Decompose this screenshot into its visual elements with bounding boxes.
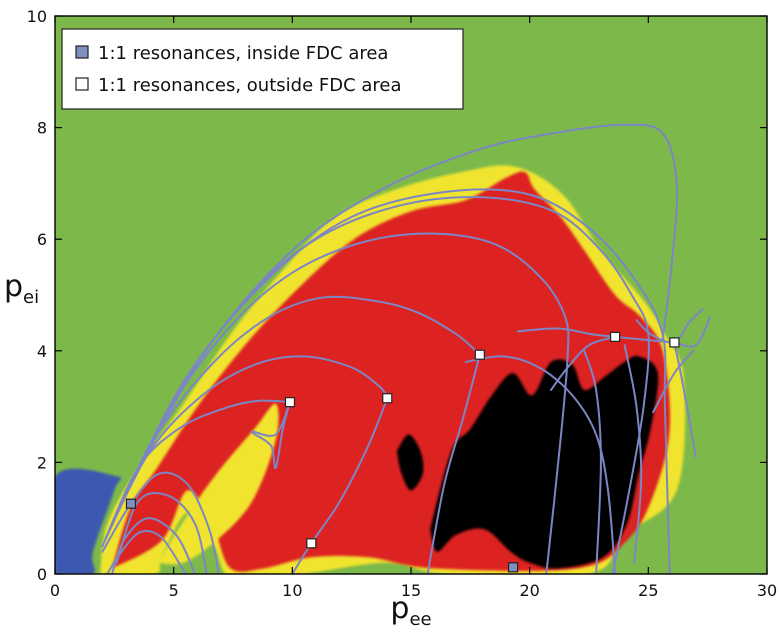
legend-marker-outside bbox=[75, 77, 89, 91]
legend-label-inside: 1:1 resonances, inside FDC area bbox=[98, 43, 388, 64]
resonance-curve-5 bbox=[250, 401, 291, 470]
y-axis-label-main: p bbox=[4, 269, 23, 304]
x-axis-label-main: p bbox=[390, 591, 409, 626]
x-tick-label-1: 5 bbox=[169, 581, 179, 600]
x-tick-label-4: 20 bbox=[519, 581, 539, 600]
resonance-curve-9 bbox=[426, 353, 481, 574]
resonance-curve-10 bbox=[108, 232, 570, 574]
resonance-curve-1 bbox=[111, 517, 196, 574]
x-tick-label-6: 30 bbox=[757, 581, 777, 600]
x-tick-label-2: 10 bbox=[282, 581, 302, 600]
y-axis-label-sub: ei bbox=[23, 287, 39, 308]
resonance-curve-16 bbox=[464, 355, 617, 574]
resonance-curve-2 bbox=[115, 492, 208, 574]
region-transition-4 bbox=[157, 403, 279, 565]
resonance-marker-outside-1 bbox=[382, 393, 393, 404]
resonance-marker-outside-0 bbox=[284, 397, 296, 408]
x-axis-label: pee bbox=[390, 591, 431, 630]
heatmap-regions bbox=[55, 16, 767, 574]
resonance-marker-outside-5 bbox=[669, 337, 680, 348]
y-tick-label-5: 10 bbox=[27, 7, 47, 26]
region-low_region-1 bbox=[55, 468, 122, 574]
legend-box bbox=[61, 28, 464, 110]
resonance-curve-21 bbox=[652, 349, 695, 414]
resonance-curve-7 bbox=[291, 397, 389, 574]
y-axis-label: pei bbox=[4, 269, 39, 308]
resonance-curve-22 bbox=[583, 349, 602, 574]
resonance-marker-inside-0 bbox=[125, 498, 137, 509]
x-tick-label-3: 15 bbox=[401, 581, 421, 600]
x-tick-label-5: 25 bbox=[638, 581, 658, 600]
y-tick-label-4: 8 bbox=[37, 119, 47, 138]
plot-area bbox=[55, 16, 767, 574]
resonance-curve-13 bbox=[115, 123, 679, 514]
resonance-marker-outside-2 bbox=[306, 538, 317, 549]
resonance-marker-outside-3 bbox=[474, 349, 485, 360]
resonance-curve-4 bbox=[101, 399, 291, 548]
resonance-marker-outside-4 bbox=[610, 331, 621, 342]
y-tick-label-0: 0 bbox=[37, 565, 47, 584]
resonance-curve-14 bbox=[516, 327, 617, 338]
y-axis-ticks: 0 2 4 6 8 10 bbox=[27, 7, 767, 584]
x-axis-label-sub: ee bbox=[409, 609, 431, 630]
legend-marker-inside bbox=[75, 45, 89, 59]
resonance-curve-19 bbox=[673, 341, 697, 458]
x-tick-label-0: 0 bbox=[50, 581, 60, 600]
resonance-marker-inside-1 bbox=[507, 562, 519, 573]
region-fdc-5 bbox=[430, 355, 659, 569]
region-fdc-6 bbox=[396, 434, 424, 491]
y-tick-label-3: 6 bbox=[37, 230, 47, 249]
x-axis-ticks: 0 5 10 15 20 25 30 bbox=[50, 16, 777, 600]
resonance-curve-23 bbox=[623, 344, 643, 564]
resonance-curves bbox=[101, 123, 711, 574]
y-tick-label-1: 2 bbox=[37, 453, 47, 472]
resonance-curve-6 bbox=[103, 355, 389, 542]
resonance-markers bbox=[125, 331, 680, 573]
legend-label-outside: 1:1 resonances, outside FDC area bbox=[98, 75, 402, 96]
y-tick-label-2: 4 bbox=[37, 342, 47, 361]
legend: 1:1 resonances, inside FDC area 1:1 reso… bbox=[61, 28, 464, 110]
